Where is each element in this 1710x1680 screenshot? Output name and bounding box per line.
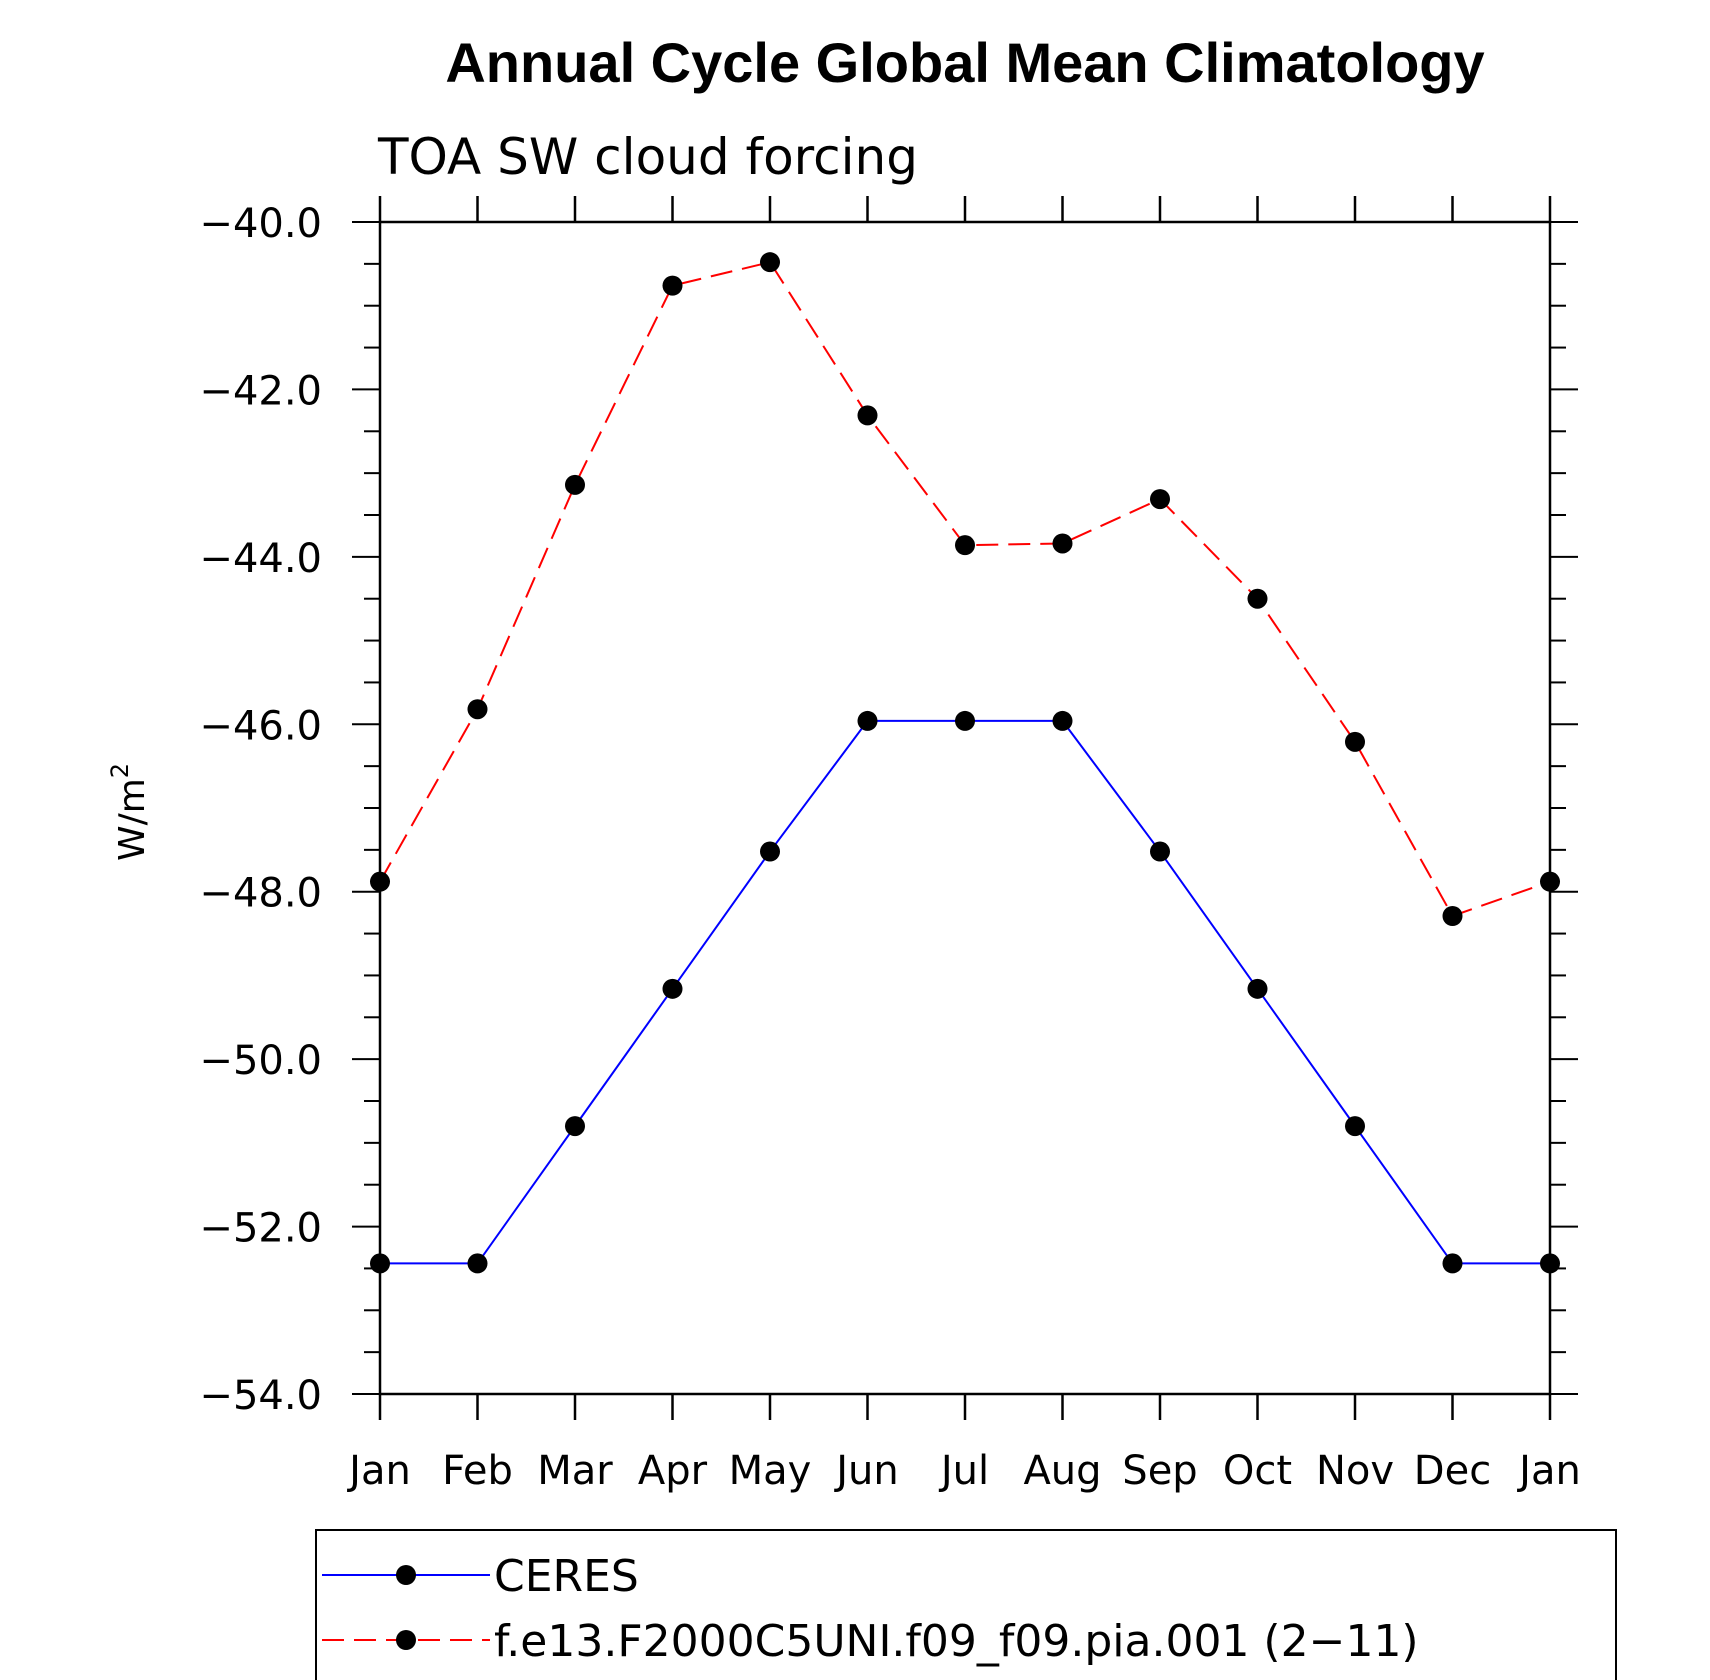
x-tick-label: Sep — [1122, 1448, 1197, 1494]
y-tick-label: −44.0 — [199, 536, 322, 582]
series-1-point — [857, 405, 878, 426]
legend-box — [315, 1529, 1617, 1680]
x-tick-label: Apr — [638, 1448, 708, 1494]
series-1-point — [1150, 489, 1170, 510]
svg-text:W/m2: W/m2 — [106, 763, 153, 861]
x-tick-label: Aug — [1023, 1448, 1101, 1494]
series-layer — [370, 252, 1560, 1274]
series-0-point — [760, 841, 780, 862]
series-0-point — [1345, 1116, 1365, 1137]
series-1-point — [1247, 588, 1268, 609]
y-tick-label: −52.0 — [199, 1206, 322, 1252]
series-0-point — [565, 1116, 585, 1137]
series-0-point — [662, 978, 683, 999]
series-1-point — [1052, 533, 1073, 554]
series-1-point — [1540, 871, 1560, 892]
legend: CERES f.e13.F2000C5UNI.f09_f09.pia.001 (… — [315, 1529, 1617, 1680]
x-tick-labels: Jan Feb Mar Apr May Jun Jul Aug Sep Oct Nov Dec Jan — [346, 1448, 1581, 1494]
series-line-0 — [380, 719, 1550, 1265]
y-tick-label: −50.0 — [199, 1038, 322, 1084]
series-0-point — [467, 1253, 488, 1274]
series-1-point — [370, 871, 390, 892]
series-1-point — [662, 275, 683, 296]
y-axis-label-superscript: 2 — [106, 763, 134, 778]
x-tick-label: Jun — [833, 1448, 899, 1494]
x-tick-label: Jan — [346, 1448, 411, 1494]
axis-ticks — [352, 196, 1578, 1420]
series-0-point — [1150, 841, 1170, 862]
series-1-point — [760, 252, 780, 273]
x-tick-label: Jul — [938, 1448, 989, 1494]
legend-marker-ceres — [396, 1565, 416, 1585]
chart-title: Annual Cycle Global Mean Climatology — [445, 31, 1484, 94]
chart-subtitle: TOA SW cloud forcing — [377, 128, 918, 186]
series-0-point — [955, 710, 975, 731]
series-1-point — [467, 699, 488, 720]
series-0-point — [1540, 1253, 1560, 1274]
y-tick-label: −42.0 — [199, 368, 322, 414]
legend-marker-model — [396, 1630, 416, 1650]
series-1-point — [1442, 905, 1463, 926]
series-0-point — [857, 710, 878, 731]
legend-label-model: f.e13.F2000C5UNI.f09_f09.pia.001 (2−11) — [494, 1616, 1419, 1667]
series-1-point — [565, 474, 585, 495]
series-0-point — [1442, 1253, 1463, 1274]
series-0-point — [1247, 978, 1268, 999]
x-tick-label: Oct — [1223, 1448, 1292, 1494]
x-tick-label: Feb — [442, 1448, 513, 1494]
series-0-point — [1052, 710, 1073, 731]
legend-label-ceres: CERES — [494, 1551, 639, 1602]
y-tick-label: −40.0 — [199, 201, 322, 247]
series-1-point — [955, 535, 975, 556]
x-tick-label: Mar — [537, 1448, 613, 1494]
x-tick-label: Nov — [1316, 1448, 1394, 1494]
x-tick-label: Dec — [1414, 1448, 1491, 1494]
y-tick-label: −46.0 — [199, 703, 322, 749]
series-0-point — [370, 1253, 390, 1274]
y-tick-label: −54.0 — [199, 1373, 322, 1419]
y-tick-labels: −40.0 −42.0 −44.0 −46.0 −48.0 −50.0 −52.0 −54.0 — [199, 201, 322, 1419]
y-axis-label: W/m2 — [106, 763, 153, 861]
plot-frame — [378, 220, 1552, 1396]
y-tick-label: −48.0 — [199, 871, 322, 917]
series-1-point — [1345, 731, 1365, 752]
x-tick-label: Jan — [1516, 1448, 1581, 1494]
series-line-1 — [379, 261, 1551, 918]
x-tick-label: May — [729, 1448, 812, 1494]
y-axis-label-text: W/m — [112, 778, 153, 861]
